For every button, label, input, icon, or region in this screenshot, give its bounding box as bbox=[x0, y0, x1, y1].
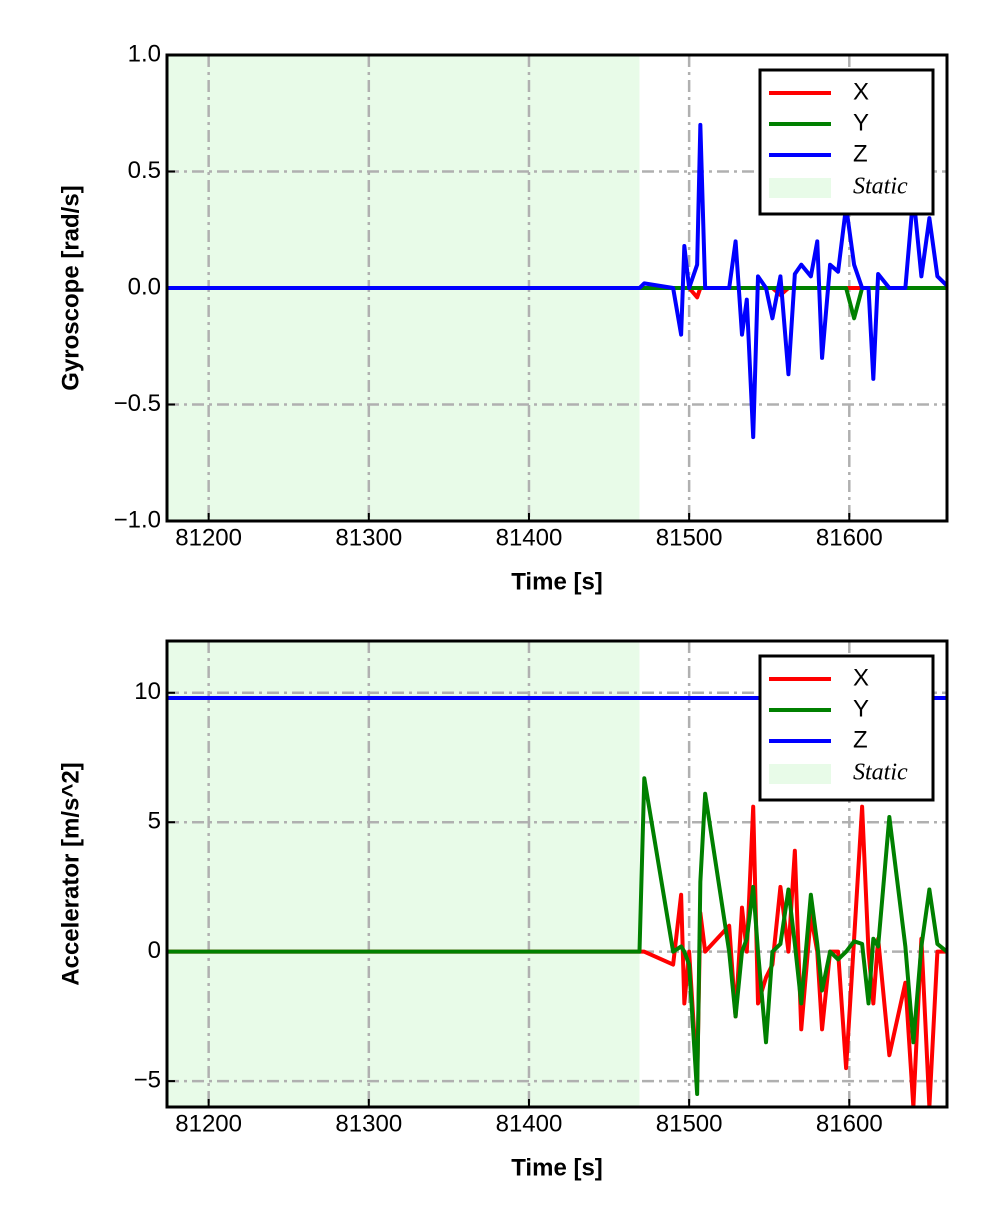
subplot: 81200 81300 81400 81500 81600 −1.0 −0.5 0.0 0.5 1… bbox=[57, 40, 949, 595]
plot-frame bbox=[165, 639, 949, 1109]
legend-label: X bbox=[853, 664, 869, 691]
legend-swatch bbox=[769, 178, 831, 198]
y-tick-label: 0.5 bbox=[128, 157, 161, 184]
x-tick-label: 81300 bbox=[335, 1110, 402, 1137]
y-tick-label: −5 bbox=[134, 1066, 161, 1093]
y-tick-label: 1.0 bbox=[128, 40, 161, 67]
y-tick-label: 0.0 bbox=[128, 273, 161, 300]
y-tick-label: 10 bbox=[134, 678, 161, 705]
plot-frame bbox=[165, 53, 949, 523]
data-line bbox=[167, 776, 947, 1097]
y-tick-label: 0 bbox=[148, 937, 161, 964]
x-tick-label: 81500 bbox=[656, 1110, 723, 1137]
data-line bbox=[167, 122, 947, 440]
x-tick-label: 81600 bbox=[816, 1110, 883, 1137]
subplot: 81200 81300 81400 81500 81600 −5 0 5 10 Time [s] A… bbox=[57, 639, 949, 1181]
legend-label: Z bbox=[853, 726, 868, 753]
legend-label: Y bbox=[853, 109, 869, 136]
static-span bbox=[167, 641, 640, 1107]
legend-label: Static bbox=[853, 760, 908, 786]
y-tick-label: −0.5 bbox=[114, 390, 161, 417]
x-tick-label: 81400 bbox=[496, 1110, 563, 1137]
y-tick-label: −1.0 bbox=[114, 506, 161, 533]
x-tick-label: 81200 bbox=[175, 1110, 242, 1137]
x-tick-label: 81600 bbox=[816, 524, 883, 551]
x-tick-label: 81400 bbox=[496, 524, 563, 551]
y-tick-label: 5 bbox=[148, 808, 161, 835]
legend-label: Z bbox=[853, 140, 868, 167]
x-axis-label: Time [s] bbox=[511, 568, 603, 595]
y-axis-label: Gyroscope [rad/s] bbox=[57, 185, 84, 390]
legend-label: Static bbox=[853, 174, 908, 200]
x-tick-label: 81200 bbox=[175, 524, 242, 551]
legend-label: X bbox=[853, 78, 869, 105]
x-axis-label: Time [s] bbox=[511, 1154, 603, 1181]
x-tick-label: 81300 bbox=[335, 524, 402, 551]
x-tick-label: 81500 bbox=[656, 524, 723, 551]
legend-swatch bbox=[769, 764, 831, 784]
legend-label: Y bbox=[853, 695, 869, 722]
y-axis-label: Accelerator [m/s^2] bbox=[57, 762, 84, 985]
